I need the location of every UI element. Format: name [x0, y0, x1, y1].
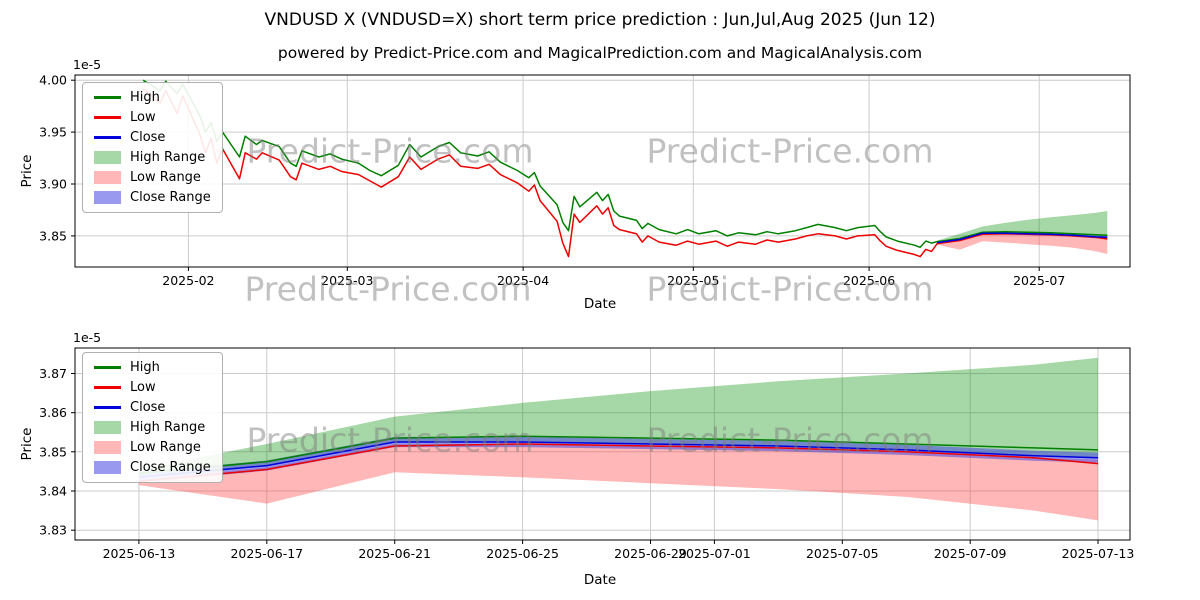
legend-swatch-low — [94, 116, 121, 119]
series-low-line — [138, 443, 1099, 482]
top-chart-canvas: 2025-02 2025-03 2025-04 2025-05 2025-06 2025-… — [39, 60, 1131, 288]
legend: High Low Close High Range Low Range Close Ran… — [82, 352, 223, 483]
x-tick-label: 2025-06-21 — [358, 546, 431, 561]
x-axis-label: Date — [583, 572, 617, 588]
legend-item-low: Low — [94, 380, 211, 395]
y-tick-label: 3.83 — [39, 523, 67, 538]
x-tick-label: 2025-06 — [843, 273, 895, 288]
x-tick-label: 2025-04 — [497, 273, 549, 288]
y-tick-label: 3.84 — [39, 484, 67, 499]
legend-swatch-high-range — [94, 151, 121, 164]
legend-item-low: Low — [94, 110, 211, 125]
legend-swatch-close-range — [94, 191, 121, 204]
x-tick-label: 2025-07-13 — [1062, 546, 1135, 561]
x-tick-label: 2025-06-25 — [486, 546, 559, 561]
legend-swatch-low-range — [94, 171, 121, 184]
legend-swatch-high-range — [94, 421, 121, 434]
bottom-chart-canvas: 2025-06-13 2025-06-17 2025-06-21 2025-06-25… — [39, 330, 1135, 561]
legend-item-high: High — [94, 90, 211, 105]
legend-item-high-range: High Range — [94, 150, 211, 165]
legend-item-close-range: Close Range — [94, 190, 211, 205]
y-tick-label: 3.95 — [39, 125, 67, 140]
page-title: VNDUSD X (VNDUSD=X) short term price pre… — [264, 10, 936, 30]
top-chart: 2025-02 2025-03 2025-04 2025-05 2025-06 2025-… — [0, 60, 1200, 315]
axis-offset-label: 1e-5 — [73, 330, 101, 345]
series-close-line — [937, 232, 1108, 244]
plot-border — [74, 74, 1131, 268]
y-tick-label: 3.87 — [39, 366, 67, 381]
legend-item-close-range: Close Range — [94, 460, 211, 475]
x-tick-label: 2025-06-13 — [103, 546, 176, 561]
legend: High Low Close High Range Low Range Close Ran… — [82, 82, 223, 213]
band-low-range — [937, 233, 1108, 254]
y-tick-label: 3.85 — [39, 444, 67, 459]
legend-label: High Range — [130, 420, 206, 435]
legend-item-close: Close — [94, 130, 211, 145]
legend-swatch-high — [94, 366, 121, 369]
legend-swatch-close-range — [94, 461, 121, 474]
legend-label: Low Range — [130, 170, 201, 185]
y-tick-label: 3.85 — [39, 228, 67, 243]
x-tick-label: 2025-07 — [1013, 273, 1065, 288]
legend-label: Close — [130, 130, 166, 145]
x-tick-label: 2025-07-09 — [934, 546, 1007, 561]
x-tick-label: 2025-06-17 — [230, 546, 303, 561]
page-subtitle: powered by Predict-Price.com and Magical… — [277, 44, 923, 62]
legend-item-low-range: Low Range — [94, 440, 211, 455]
legend-label: Close — [130, 400, 166, 415]
band-low-range — [138, 444, 1098, 521]
series-close-line — [138, 441, 1099, 479]
legend-label: Close Range — [130, 460, 211, 475]
x-tick-label: 2025-06-29 — [614, 546, 687, 561]
legend-label: High — [130, 90, 160, 105]
axis-offset-label: 1e-5 — [73, 60, 101, 72]
legend-label: Close Range — [130, 190, 211, 205]
series-low-line — [142, 87, 1108, 258]
legend-swatch-low — [94, 386, 121, 389]
x-axis-label: Date — [583, 296, 617, 312]
legend-swatch-low-range — [94, 441, 121, 454]
legend-label: High — [130, 360, 160, 375]
x-tick-label: 2025-07-05 — [806, 546, 879, 561]
plot-border — [74, 347, 1131, 541]
x-tick-label: 2025-05 — [667, 273, 719, 288]
x-tick-label: 2025-02 — [162, 273, 214, 288]
y-axis-label: Price — [19, 427, 35, 461]
bottom-chart: 2025-06-13 2025-06-17 2025-06-21 2025-06-25… — [0, 330, 1200, 600]
legend-item-close: Close — [94, 400, 211, 415]
y-axis-label: Price — [19, 154, 35, 188]
x-tick-label: 2025-03 — [321, 273, 373, 288]
legend-swatch-close — [94, 406, 121, 409]
legend-label: Low — [130, 380, 156, 395]
y-tick-label: 4.00 — [39, 73, 67, 88]
legend-label: High Range — [130, 150, 206, 165]
legend-item-high-range: High Range — [94, 420, 211, 435]
legend-swatch-high — [94, 96, 121, 99]
legend-label: Low Range — [130, 440, 201, 455]
y-tick-label: 3.90 — [39, 177, 67, 192]
series-high-line — [138, 435, 1099, 475]
legend-swatch-close — [94, 136, 121, 139]
legend-label: Low — [130, 110, 156, 125]
series-high-line — [142, 79, 1108, 249]
y-tick-label: 3.86 — [39, 405, 67, 420]
legend-item-low-range: Low Range — [94, 170, 211, 185]
x-tick-label: 2025-07-01 — [678, 546, 751, 561]
legend-item-high: High — [94, 360, 211, 375]
